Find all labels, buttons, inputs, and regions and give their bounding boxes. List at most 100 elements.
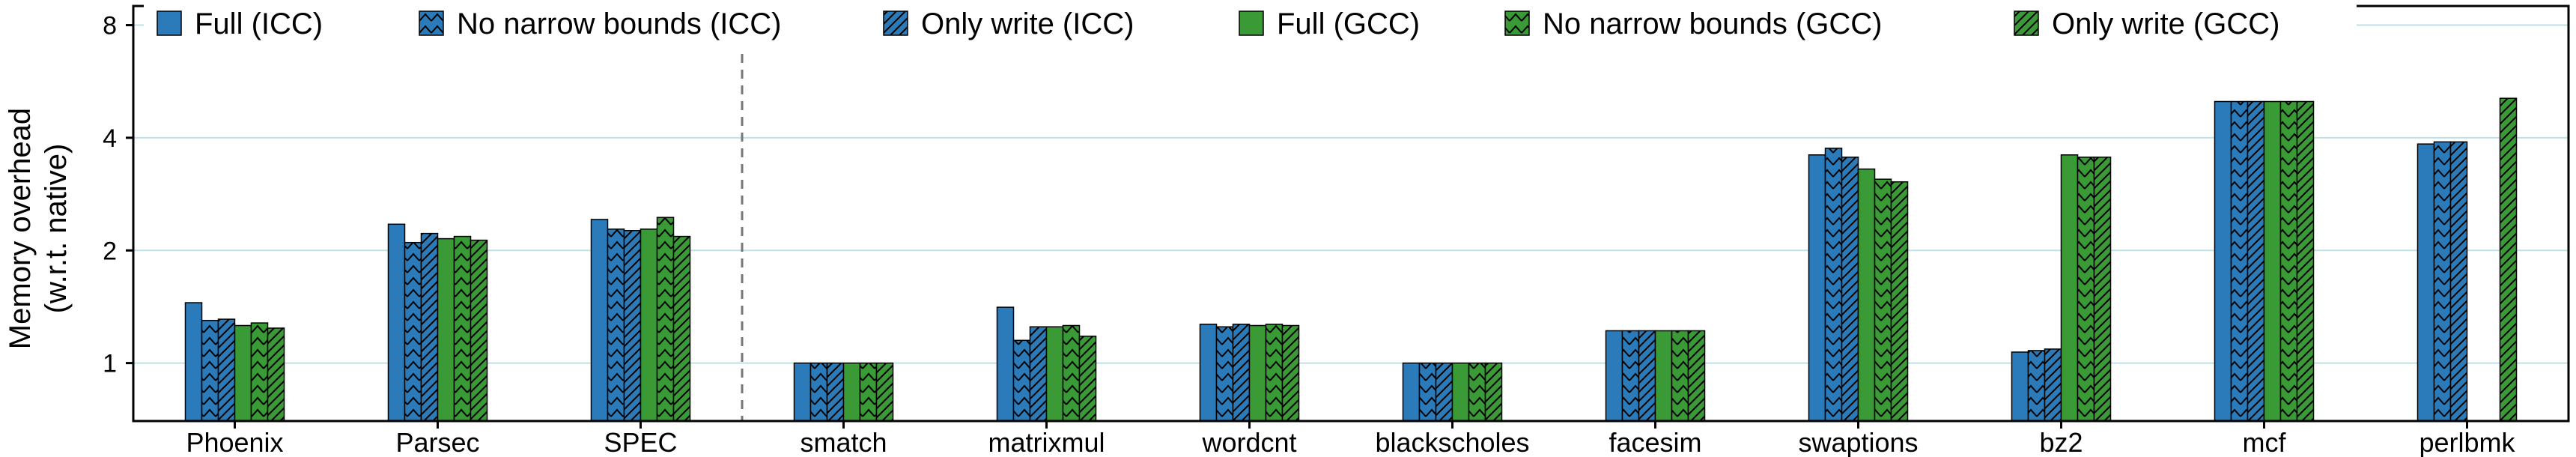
bar — [1199, 324, 1218, 422]
y-axis-label-line2: (w.r.t. native) — [40, 144, 73, 314]
x-tick-label: perlbmk — [2419, 427, 2515, 457]
bar — [1654, 330, 1673, 422]
bar — [201, 319, 219, 422]
bar — [1012, 339, 1031, 422]
bar — [590, 219, 609, 422]
legend-item: Only write (GCC) — [2014, 7, 2279, 40]
bar — [859, 362, 878, 422]
y-tick-label: 8 — [103, 12, 117, 40]
bar — [1045, 326, 1064, 422]
bar — [1605, 330, 1623, 422]
x-tick-label: blackscholes — [1375, 427, 1529, 457]
bar — [2077, 157, 2095, 422]
bar — [1638, 330, 1656, 422]
bar — [420, 232, 439, 422]
legend-item: Only write (ICC) — [883, 7, 1134, 40]
x-tick-label: Parsec — [395, 427, 479, 457]
bar — [2011, 351, 2029, 422]
bar — [2279, 100, 2298, 422]
bar — [267, 327, 285, 422]
bar — [387, 223, 406, 422]
bar — [2027, 350, 2046, 422]
bar — [234, 324, 252, 422]
bar — [470, 239, 488, 422]
x-tick-label: matrixmul — [988, 427, 1105, 457]
legend-item: No narrow bounds (ICC) — [419, 7, 782, 40]
x-tick-label: Phoenix — [186, 427, 283, 457]
legend: Full (ICC) No narrow bounds (ICC) Only wri… — [144, 1, 2357, 48]
legend-label: Only write (ICC) — [921, 7, 1134, 40]
bar — [1621, 330, 1640, 422]
bar — [1857, 168, 1876, 422]
bar — [1451, 362, 1470, 422]
bar — [2214, 100, 2232, 422]
legend-swatch — [2014, 10, 2039, 36]
bar — [1824, 148, 1843, 422]
legend-swatch — [419, 10, 444, 36]
bar — [607, 228, 625, 422]
bar — [640, 228, 658, 422]
bar — [404, 241, 422, 422]
bar — [184, 302, 203, 422]
legend-item: Full (GCC) — [1239, 7, 1420, 40]
bar — [1468, 362, 1486, 422]
bar — [2499, 97, 2518, 422]
y-axis-ticks: 1 2 4 8 — [103, 12, 133, 378]
legend-swatch — [1504, 10, 1530, 36]
y-tick-label: 4 — [103, 124, 117, 153]
bar — [2296, 100, 2315, 422]
bar — [2449, 141, 2468, 422]
legend-label: Full (GCC) — [1277, 7, 1420, 40]
bar — [875, 362, 894, 422]
legend-swatch — [883, 10, 908, 36]
x-tick-label: wordcnt — [1201, 427, 1296, 457]
y-axis-label-line1: Memory overhead — [4, 108, 37, 349]
bar — [2247, 100, 2265, 422]
bar — [1281, 324, 1300, 422]
bar — [250, 322, 269, 422]
bar — [809, 362, 828, 422]
bar — [2416, 143, 2435, 422]
x-tick-label: SPEC — [604, 427, 677, 457]
legend-label: Only write (GCC) — [2052, 7, 2279, 40]
bar — [1062, 324, 1081, 422]
bar — [1687, 330, 1706, 422]
x-tick-label: bz2 — [2039, 427, 2083, 457]
bar — [2230, 100, 2249, 422]
bar — [842, 362, 861, 422]
bar — [1402, 362, 1421, 422]
bar — [1078, 335, 1097, 422]
bar — [623, 230, 642, 422]
bar — [1890, 181, 1909, 422]
bar — [1232, 324, 1251, 422]
bar — [1435, 362, 1453, 422]
legend-item: Full (ICC) — [157, 7, 323, 40]
bar — [1029, 326, 1048, 422]
bar — [2044, 348, 2062, 422]
bar — [1841, 157, 1859, 422]
x-tick-label: smatch — [800, 427, 887, 457]
gridlines — [133, 24, 2569, 364]
bar — [2263, 100, 2282, 422]
plot-frame — [132, 4, 2570, 423]
legend-label: Full (ICC) — [195, 7, 323, 40]
bar — [996, 306, 1015, 422]
bar — [1248, 324, 1267, 422]
x-tick-label: mcf — [2243, 427, 2287, 457]
y-tick-label: 2 — [103, 237, 117, 265]
bar — [2093, 157, 2112, 422]
legend-label: No narrow bounds (GCC) — [1543, 7, 1883, 40]
bar — [826, 362, 845, 422]
y-tick-label: 1 — [103, 350, 117, 378]
bar — [1484, 362, 1503, 422]
bar — [1215, 326, 1234, 422]
bar — [672, 235, 691, 422]
x-tick-label: facesim — [1609, 427, 1701, 457]
x-axis-tick-labels: Phoenix Parsec SPEC smatch matrixmul wordcnt b… — [186, 421, 2516, 457]
bar — [2060, 154, 2079, 422]
legend-swatch — [157, 10, 182, 36]
legend-item: No narrow bounds (GCC) — [1504, 7, 1883, 40]
bar — [1808, 154, 1826, 422]
legend-swatch — [1239, 10, 1264, 36]
